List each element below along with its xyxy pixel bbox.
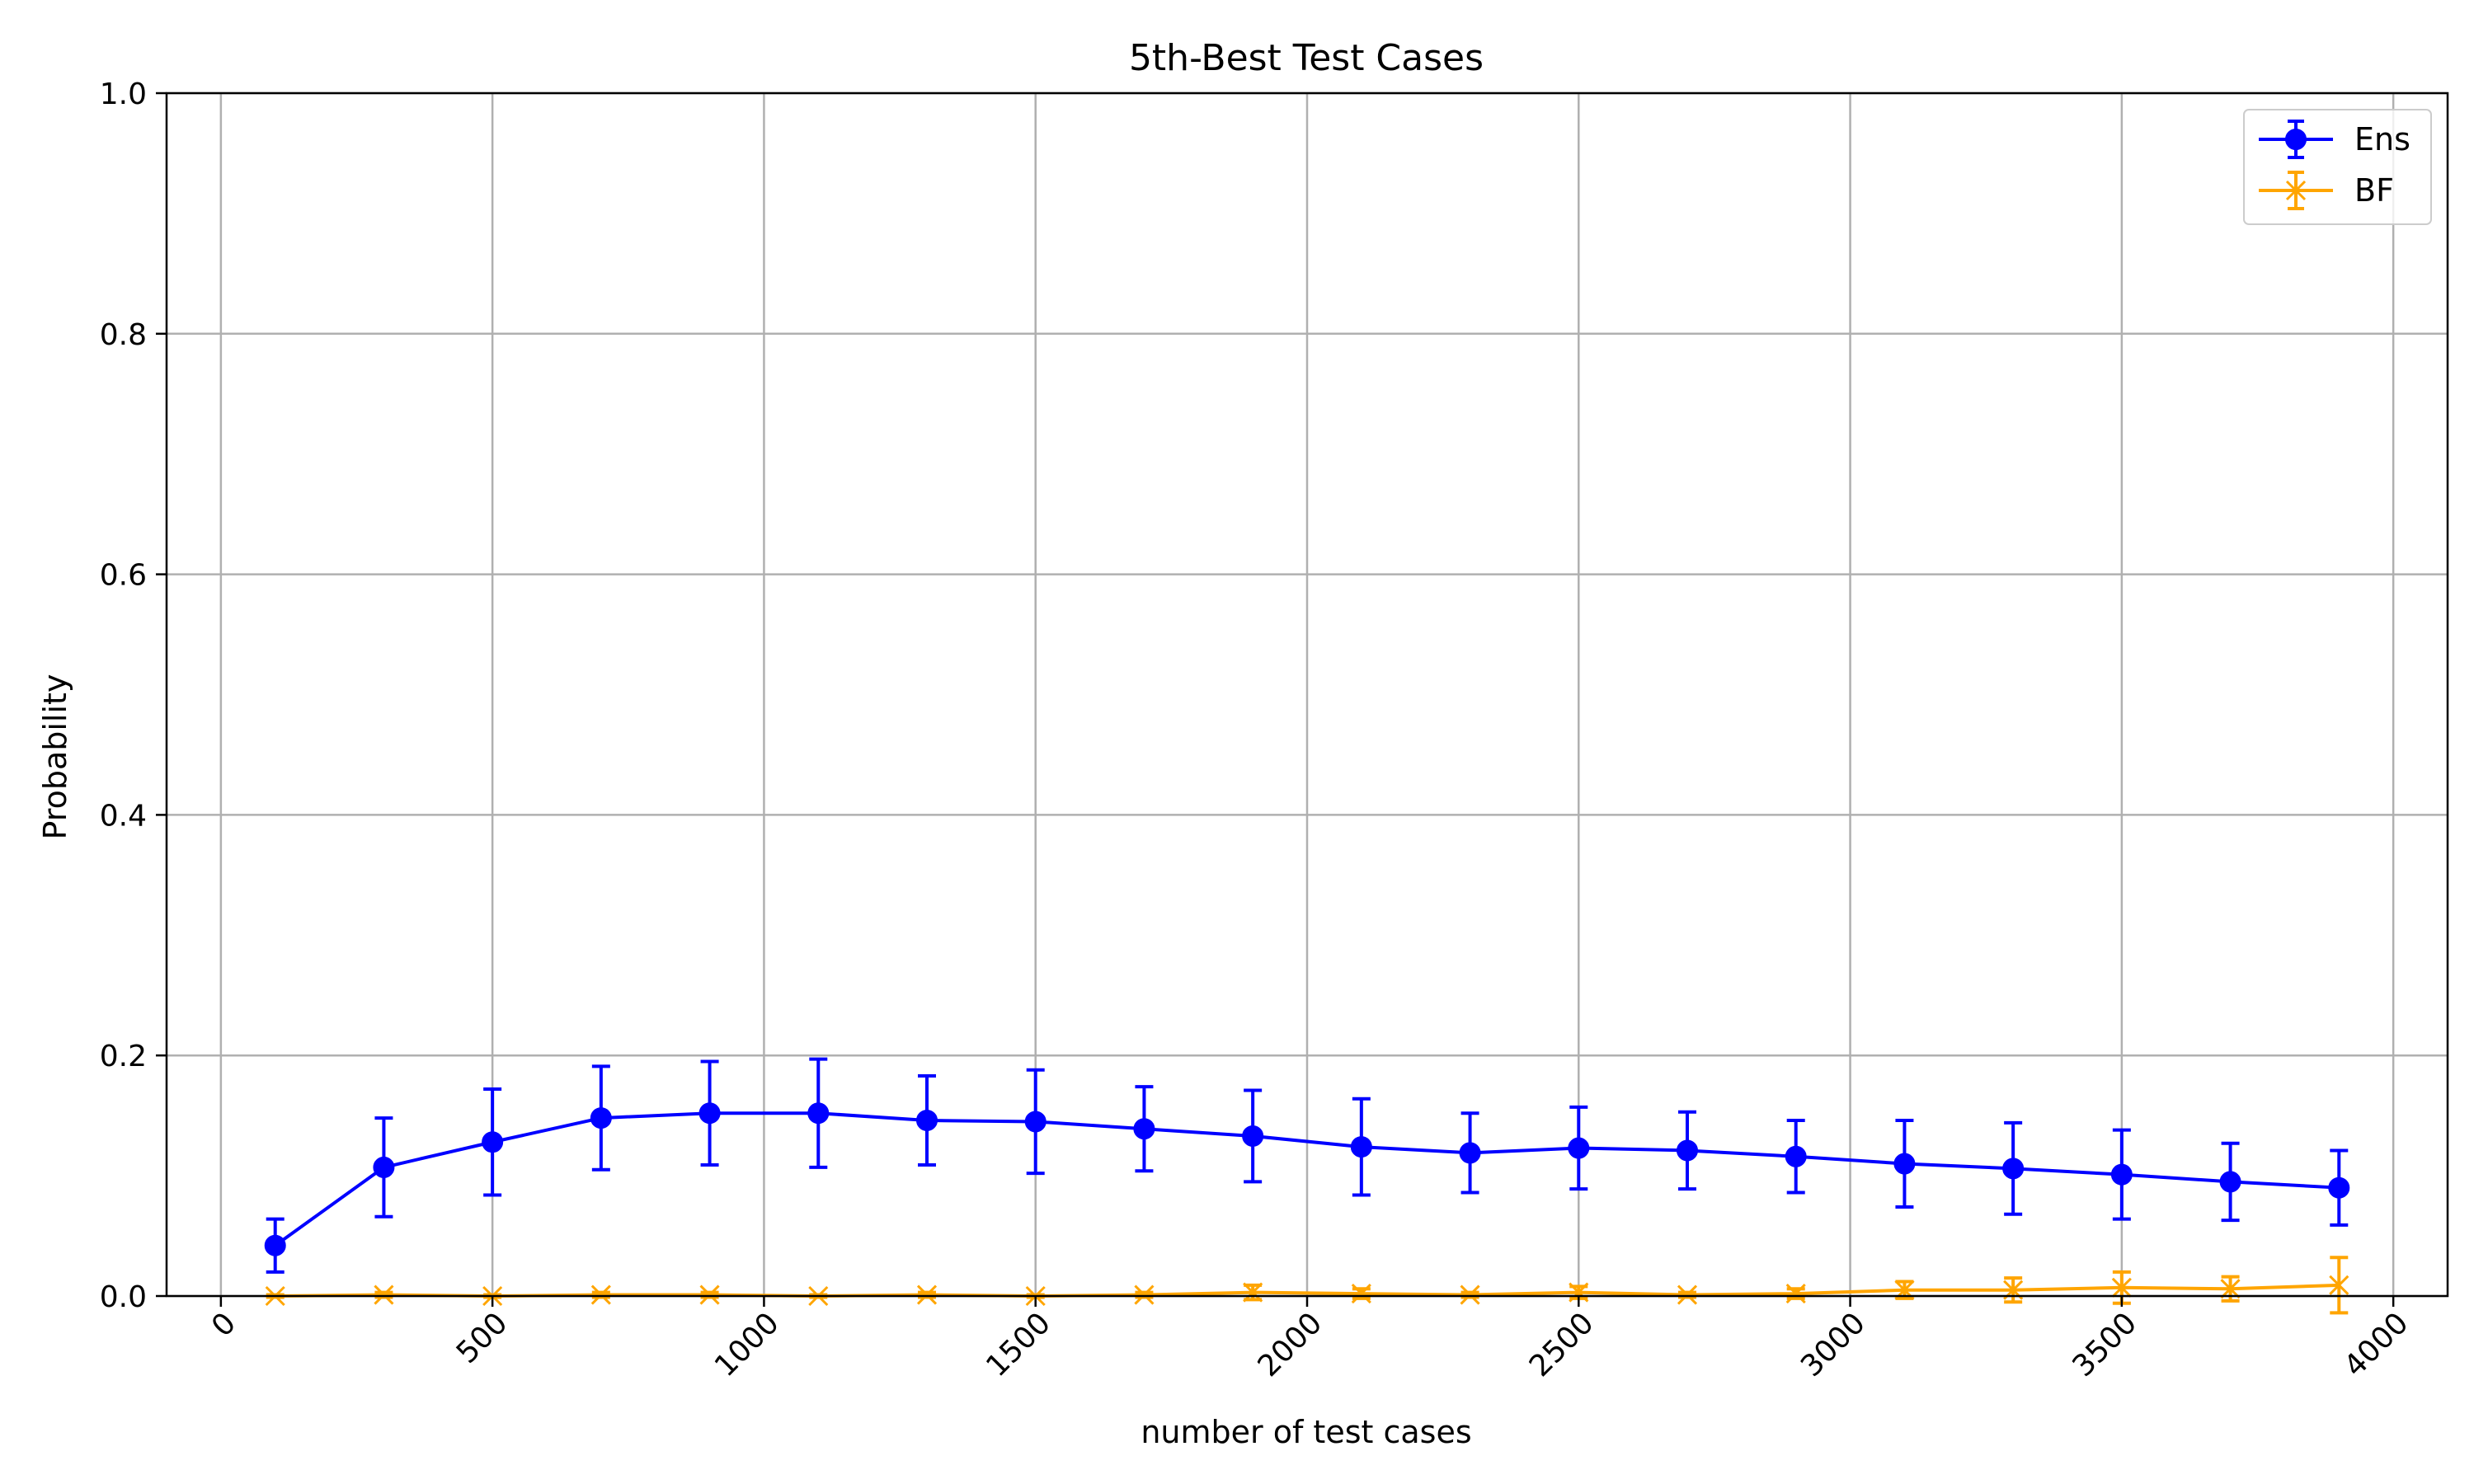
- grid: [167, 92, 2448, 1298]
- data-point-bf: [1677, 1284, 1698, 1305]
- legend: Ens BF: [2243, 109, 2432, 225]
- x-tick-label: 1000: [708, 1306, 786, 1383]
- series-layer: [264, 1057, 2350, 1315]
- data-point-ens: [2002, 1158, 2025, 1180]
- data-point-ens: [698, 1102, 721, 1125]
- data-point-bf: [1569, 1282, 1589, 1303]
- x-tick-label: 3000: [1794, 1306, 1872, 1383]
- y-tick-label: 0.6: [100, 559, 147, 593]
- data-point-bf: [590, 1284, 611, 1305]
- data-point-ens: [916, 1109, 938, 1131]
- data-point-ens: [807, 1102, 830, 1125]
- data-point-bf: [2329, 1275, 2349, 1295]
- x-tick-label: 500: [450, 1306, 515, 1370]
- x-tick-label: 2500: [1523, 1306, 1601, 1383]
- data-point-ens: [1568, 1137, 1590, 1159]
- y-tick-label: 0.4: [100, 799, 147, 833]
- ticks: [156, 92, 2395, 1307]
- x-tick-label: 0: [205, 1306, 242, 1343]
- series-line-ens: [274, 1111, 2340, 1247]
- x-tick-label: 2000: [1252, 1306, 1329, 1383]
- y-axis-label: Probability: [37, 674, 73, 840]
- data-point-ens: [482, 1131, 504, 1153]
- legend-marker-bf: [2285, 180, 2307, 201]
- legend-entry-ens: [2259, 120, 2333, 159]
- data-point-bf: [2220, 1279, 2241, 1299]
- legend-label-ens: Ens: [2354, 121, 2411, 157]
- data-point-bf: [374, 1284, 394, 1305]
- data-point-ens: [2328, 1176, 2350, 1199]
- data-point-ens: [1242, 1125, 1264, 1147]
- data-point-ens: [1785, 1145, 1807, 1167]
- data-point-ens: [590, 1107, 612, 1129]
- y-tick-label: 1.0: [100, 77, 147, 111]
- y-tick-label: 0.8: [100, 318, 147, 352]
- data-point-ens: [1350, 1136, 1372, 1158]
- data-point-ens: [2110, 1163, 2133, 1186]
- data-point-ens: [1459, 1142, 1481, 1164]
- x-tick-label: 1500: [980, 1306, 1057, 1383]
- data-point-ens: [1677, 1139, 1698, 1162]
- data-point-bf: [916, 1284, 938, 1305]
- legend-marker-ens: [2285, 129, 2307, 150]
- data-point-bf: [1351, 1284, 1371, 1304]
- data-point-ens: [264, 1234, 286, 1256]
- data-point-ens: [1133, 1118, 1155, 1140]
- legend-entry-bf: [2259, 171, 2333, 210]
- tick-labels: 0 500 1000 1500 2000 2500 3000 3500 4000 0.0 0.2 0.…: [100, 77, 2415, 1383]
- chart-title: 5th-Best Test Cases: [1129, 37, 1484, 79]
- x-axis-label: number of test cases: [1141, 1414, 1471, 1450]
- x-tick-label: 3500: [2066, 1306, 2143, 1383]
- data-point-bf: [699, 1284, 720, 1305]
- y-tick-label: 0.0: [100, 1280, 147, 1314]
- data-point-ens: [373, 1156, 395, 1178]
- data-point-bf: [1134, 1284, 1155, 1305]
- data-point-ens: [1893, 1153, 1916, 1175]
- data-point-bf: [1785, 1284, 1806, 1304]
- series-ens: [264, 1057, 2350, 1274]
- series-line-bf: [275, 1283, 2340, 1298]
- data-point-bf: [1460, 1284, 1480, 1305]
- legend-label-bf: BF: [2354, 172, 2394, 209]
- data-point-bf: [2111, 1277, 2132, 1298]
- data-point-bf: [1243, 1282, 1263, 1303]
- y-tick-label: 0.2: [100, 1040, 147, 1073]
- x-tick-label: 4000: [2338, 1306, 2415, 1383]
- data-point-ens: [1024, 1111, 1047, 1133]
- data-point-ens: [2219, 1171, 2241, 1193]
